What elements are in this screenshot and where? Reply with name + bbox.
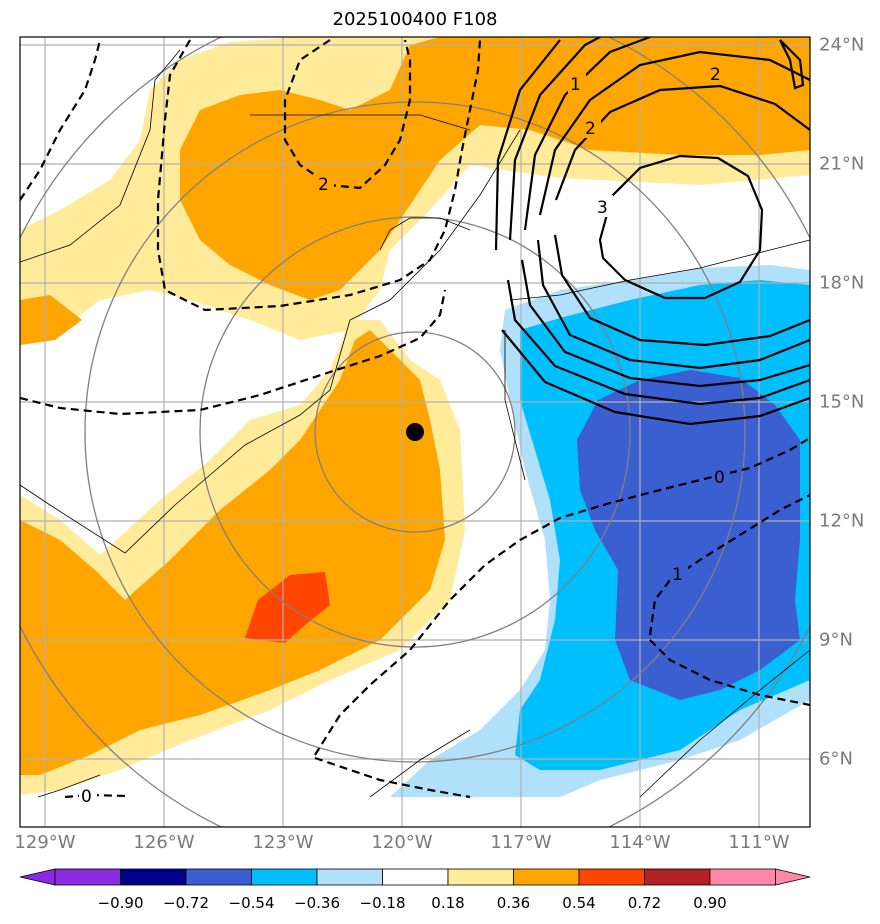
- colorbar-extend-left: [19, 868, 56, 886]
- colorbar-segment: [644, 868, 711, 886]
- colorbar-tick-label: 0.90: [693, 894, 727, 912]
- colorbar-tick-label: 0.72: [627, 894, 662, 912]
- dashed-contour-outer-north: [156, 39, 482, 312]
- lat-label: 6°N: [819, 748, 853, 770]
- solid-contour-3: [598, 154, 764, 300]
- colorbar-tick-label: −0.72: [163, 894, 209, 912]
- colorbar-segment: [382, 868, 449, 886]
- colorbar-segment: [513, 868, 580, 886]
- dashed-contour-south-0: [314, 437, 810, 756]
- solid-contour-ring: [520, 37, 810, 388]
- map-frame: [19, 36, 811, 828]
- dashed-contour-south-edge: [649, 639, 810, 707]
- colorbar-tick-label: −0.90: [97, 894, 144, 912]
- contour-label-solid: 2: [585, 119, 596, 139]
- lon-label: 117°W: [490, 832, 552, 853]
- storm-center-dot: [406, 423, 424, 441]
- lat-label: 21°N: [819, 153, 865, 175]
- thin-outline-contours: [20, 49, 810, 798]
- colorbar-segment: [709, 868, 776, 886]
- contour-label-solid: 2: [710, 65, 721, 85]
- field-orange-south: [20, 330, 445, 775]
- solid-contour-corner: [779, 39, 805, 90]
- chart-title: 2025100400 F108: [332, 9, 498, 30]
- dashed-contour-1: [648, 494, 810, 636]
- lat-label: 9°N: [819, 629, 853, 651]
- lat-label: 15°N: [819, 391, 865, 413]
- lat-label: 24°N: [819, 34, 865, 56]
- lat-label: 12°N: [819, 510, 865, 532]
- lon-label: 111°W: [728, 832, 790, 853]
- colorbar-tick-label: 0.54: [562, 894, 596, 912]
- colorbar-segment: [316, 868, 383, 886]
- colorbar-segment: [447, 868, 514, 886]
- dashed-contour-west-edge: [20, 39, 102, 201]
- colorbar-segment: [578, 868, 645, 886]
- dashed-contour-2-north: [283, 39, 412, 190]
- lon-label: 129°W: [14, 832, 76, 853]
- range-circles: [20, 37, 810, 827]
- solid-contour-ring: [553, 84, 810, 347]
- contour-label-solid: 1: [570, 75, 581, 95]
- colorbar-tick-label: −0.18: [359, 894, 406, 912]
- contour-label-solid: 3: [597, 198, 608, 218]
- field-orange-north: [180, 37, 810, 300]
- colorbar-tick-label: −0.54: [228, 894, 275, 912]
- solid-contour-ring: [494, 39, 810, 426]
- lon-label: 126°W: [133, 832, 195, 853]
- colorbar-segment: [54, 868, 121, 886]
- contour-label-dashed: 1: [672, 565, 683, 585]
- contour-label-dashed: 0: [714, 468, 725, 488]
- colorbar-tick-label: −0.36: [294, 894, 340, 912]
- solid-contour-ring: [506, 37, 810, 406]
- field-orange-west-blob: [20, 295, 82, 345]
- colorbar-tick-label: 0.18: [431, 894, 465, 912]
- colorbar-segment: [185, 868, 252, 886]
- contour-label-dashed: 0: [81, 787, 92, 807]
- colorbar: [19, 868, 811, 886]
- colorbar-extend-right: [775, 868, 811, 886]
- lon-label: 114°W: [609, 832, 671, 853]
- contour-labels: 1 2 2 3 2 0 1 0: [79, 62, 730, 807]
- dashed-contours: [20, 39, 810, 799]
- solid-contour-ring: [536, 50, 810, 370]
- dashed-contour-bottom: [314, 756, 471, 799]
- solid-contours: [494, 37, 810, 426]
- field-red-orange: [245, 572, 330, 643]
- lon-label: 123°W: [252, 832, 314, 853]
- colorbar-tick-label: 0.36: [496, 894, 531, 912]
- lat-label: 18°N: [819, 272, 865, 294]
- dashed-contour-mid: [20, 289, 447, 416]
- colorbar-segment: [251, 868, 318, 886]
- contour-label-dashed: 2: [318, 175, 329, 195]
- lon-label: 120°W: [371, 832, 433, 853]
- colorbar-segment: [120, 868, 187, 886]
